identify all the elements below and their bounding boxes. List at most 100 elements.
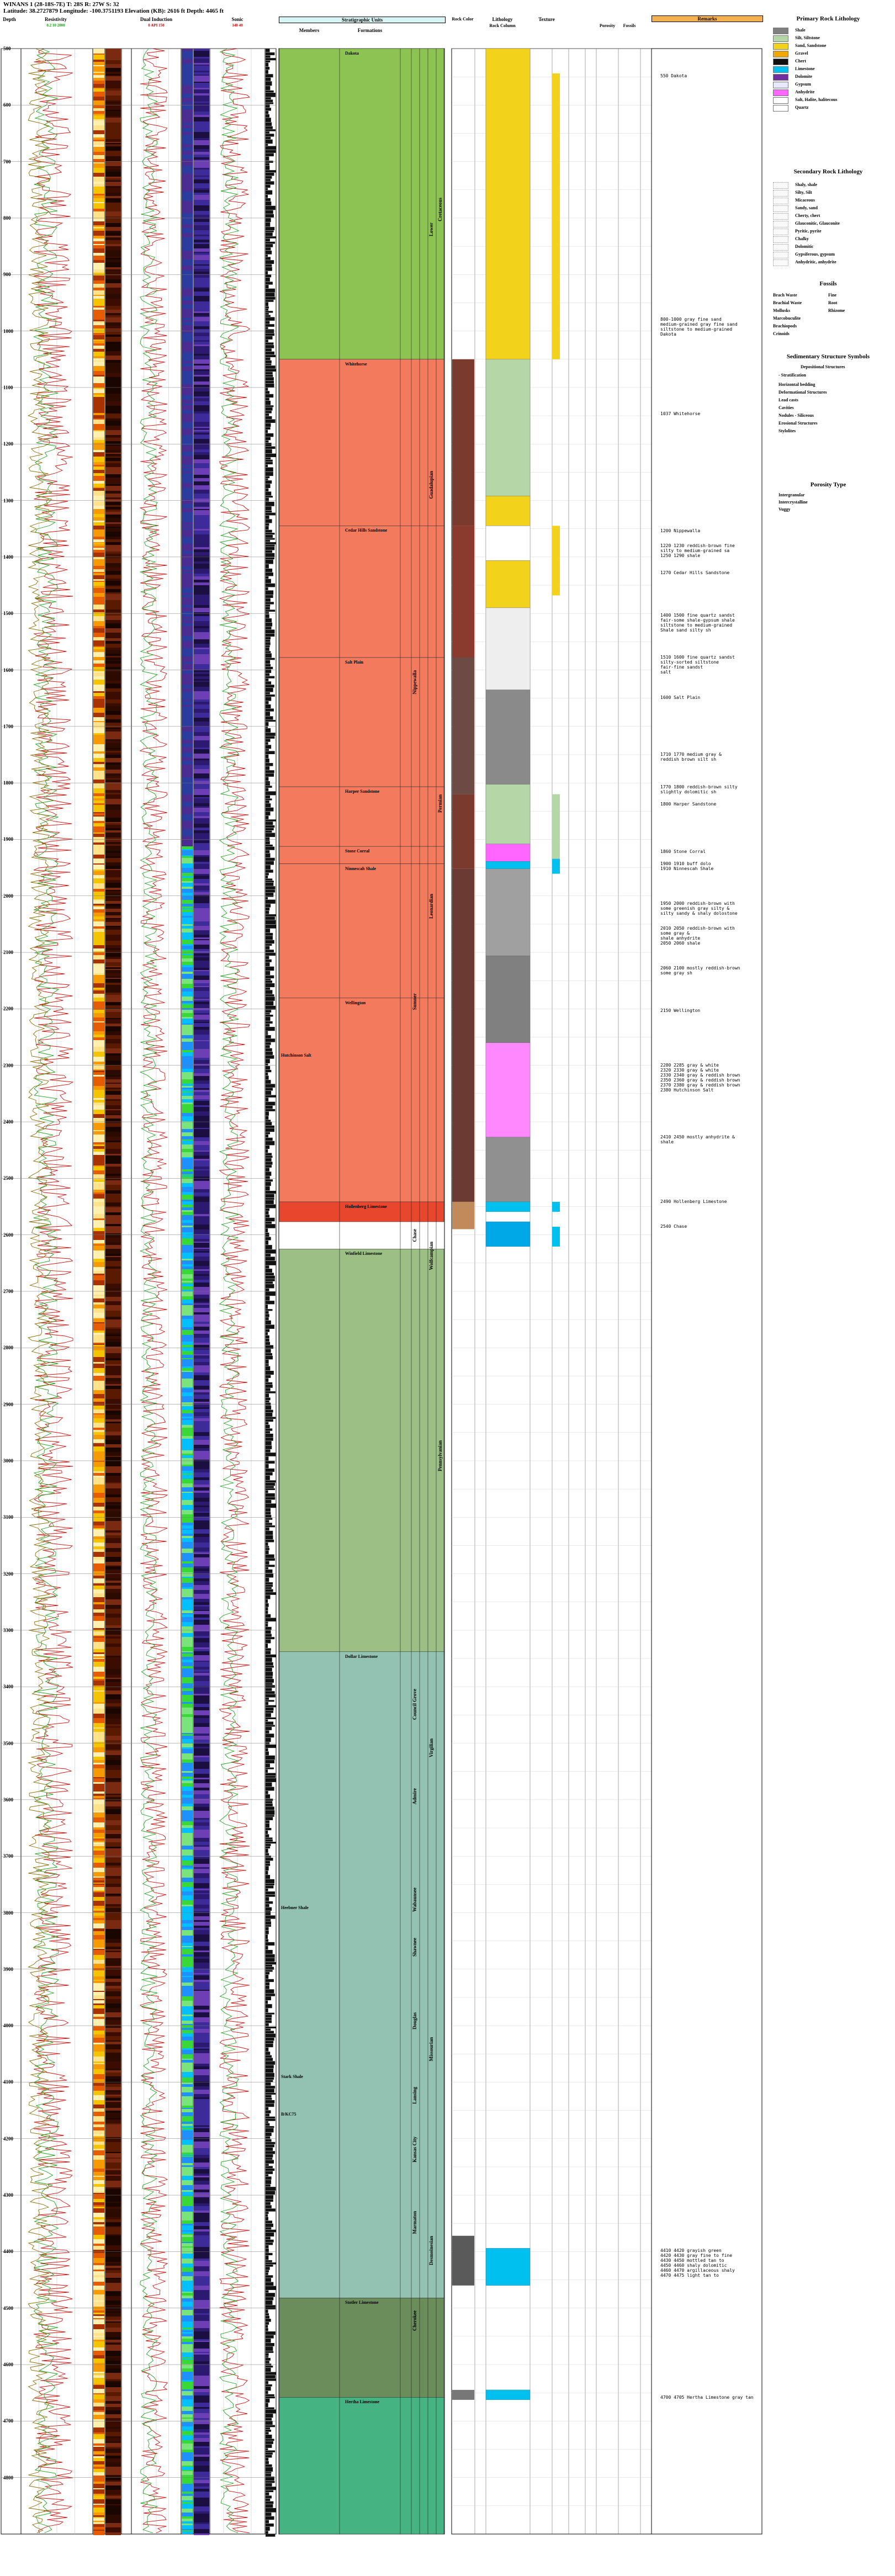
texture-bar: [552, 794, 560, 869]
group-label: Council Grove: [412, 1689, 417, 1720]
sonic-scale: 140 40: [232, 23, 243, 28]
dual-induction-header: Dual Induction: [140, 17, 173, 22]
series-label: Leonardian: [428, 893, 434, 919]
gamma-scale: 0 API 150: [148, 23, 165, 28]
depth-label: 2000: [3, 893, 13, 899]
remark-text: 2010 2050 reddish-brown with some gray &…: [660, 926, 735, 946]
legend-swatch: [773, 74, 788, 81]
legend-primary-title: Primary Rock Lithology: [796, 15, 860, 22]
formation-label: Dakota: [345, 51, 359, 56]
legend-secondary-item: Micaceous: [795, 198, 815, 203]
formation-label: Wellington: [345, 1000, 366, 1005]
depth-label: 2600: [3, 1232, 13, 1238]
legend-pattern: [773, 252, 788, 258]
legend-secondary-item: Gypsiferous, gypsum: [795, 252, 835, 257]
legend-fossil-item: Root: [828, 300, 838, 305]
remark-text: 2490 Hollenberg Limestone: [660, 1199, 727, 1205]
remark-text: 1037 Whitehorse: [660, 411, 701, 417]
depth-label: 1700: [3, 723, 13, 729]
depth-label: 2700: [3, 1289, 13, 1294]
depth-label: 3300: [3, 1627, 13, 1633]
legend-sed-sub: Depositional Structures: [801, 364, 845, 369]
lithology-segment: [485, 956, 531, 1043]
legend-pattern: [773, 244, 788, 251]
remark-text: 1400 1500 fine quartz sandst fair-some s…: [660, 612, 735, 633]
formation-band: [279, 526, 444, 658]
remark-text: 1900 1910 buff dolo 1910 Ninnescah Shale: [660, 861, 714, 872]
legend-secondary-item: Anhydritic, anhydrite: [795, 259, 836, 264]
legend-primary-item: Quartz: [795, 105, 809, 110]
depth-label: 500: [3, 46, 11, 51]
group-label: Nippewalla: [412, 670, 417, 695]
rock-color-segment: [452, 1201, 474, 1229]
depth-label: 4300: [3, 2192, 13, 2198]
lithology-segment: [485, 48, 531, 359]
remark-text: 2540 Chase: [660, 1224, 687, 1229]
texture-bar: [552, 858, 560, 874]
depth-label: 2200: [3, 1006, 13, 1012]
legend-secondary-item: Glauconitic, Glauconite: [795, 221, 840, 226]
group-label: Wabaunsee: [412, 1888, 417, 1912]
resistivity-header: Resistivity: [45, 17, 67, 22]
formation-band: [279, 2298, 444, 2398]
texture-bar: [552, 1201, 560, 1212]
legend-secondary-item: Chalky: [795, 236, 809, 241]
texture-bar: [552, 1226, 560, 1247]
legend-primary-item: Anhydrite: [795, 89, 815, 94]
legend-porosity-item: Vuggy: [779, 507, 791, 512]
remark-text: 1770 1800 reddish-brown silty slightly d…: [660, 784, 738, 794]
depth-header: Depth: [3, 17, 16, 22]
formation-band: [279, 48, 444, 360]
legend-pattern: [773, 190, 788, 197]
depth-label: 4500: [3, 2305, 13, 2311]
res-scale: 0.2 10 2000: [46, 23, 65, 28]
legend-swatch: [773, 105, 788, 112]
depth-label: 3900: [3, 1966, 13, 1972]
remark-text: 1950 2000 reddish-brown with some greeni…: [660, 901, 738, 916]
legend-secondary-item: Cherty, chert: [795, 213, 820, 218]
series-label: Guadalupian: [428, 471, 434, 499]
depth-label: 4400: [3, 2249, 13, 2255]
legend-sed-item: Erosional Structures: [779, 421, 818, 426]
well-title: WINANS 1 (28-18S-7E) T: 28S R: 27W S: 32: [3, 1, 119, 8]
formation-label: Harper Sandstone: [345, 789, 380, 794]
formation-label: Stone Corral: [345, 849, 370, 854]
depth-label: 3800: [3, 1910, 13, 1916]
depth-label: 3000: [3, 1457, 13, 1464]
legend-sed-item: Nodules - Siliceous: [779, 413, 814, 418]
lithology-segment: [485, 844, 531, 862]
legend-fossil-item: Brachial Waste: [773, 300, 802, 305]
legend-pattern: [773, 221, 788, 227]
group-label: Cherokee: [412, 2310, 417, 2331]
formations-header: Formations: [357, 28, 383, 33]
texture-header: Texture: [538, 17, 555, 22]
depth-label: 4800: [3, 2474, 13, 2480]
legend-swatch: [773, 35, 788, 42]
depth-label: 1500: [3, 611, 13, 617]
lithology-segment: [485, 560, 531, 608]
well-location: Latitude: 38.2727879 Longitude: -100.375…: [3, 8, 224, 14]
header: WINANS 1 (28-18S-7E) T: 28S R: 27W S: 32…: [0, 0, 895, 61]
member-label: Hutchinson Salt: [281, 1052, 311, 1058]
depth-label: 2500: [3, 1175, 13, 1181]
legend-swatch: [773, 66, 788, 73]
lithology-segment: [485, 1221, 531, 1247]
legend-secondary-item: Dolomitic: [795, 244, 814, 249]
remark-text: 2280 2285 gray & white 2320 2330 gray & …: [660, 1062, 740, 1093]
rock-color-segment: [452, 2389, 474, 2400]
fossils-header: Fossils: [623, 23, 636, 28]
legend-primary-item: Salt, Halite, halitecous: [795, 97, 838, 102]
depth-label: 700: [3, 158, 11, 165]
legend-sed-title: Sedimentary Structure Symbols: [786, 353, 870, 360]
remark-text: 1270 Cedar Hills Sandstone: [660, 570, 730, 576]
texture-bar: [552, 73, 560, 359]
group-label: Admire: [412, 1788, 417, 1805]
formation-label: Whitehorse: [345, 361, 367, 367]
remark-text: 2060 2100 mostly reddish-brown some gray…: [660, 966, 740, 976]
group-label: Chase: [412, 1229, 417, 1242]
depth-label: 4000: [3, 2023, 13, 2029]
group-label: Sumner: [412, 993, 417, 1010]
lithology-segment: [485, 2389, 531, 2400]
legend-sed-item: Cavities: [779, 405, 794, 410]
